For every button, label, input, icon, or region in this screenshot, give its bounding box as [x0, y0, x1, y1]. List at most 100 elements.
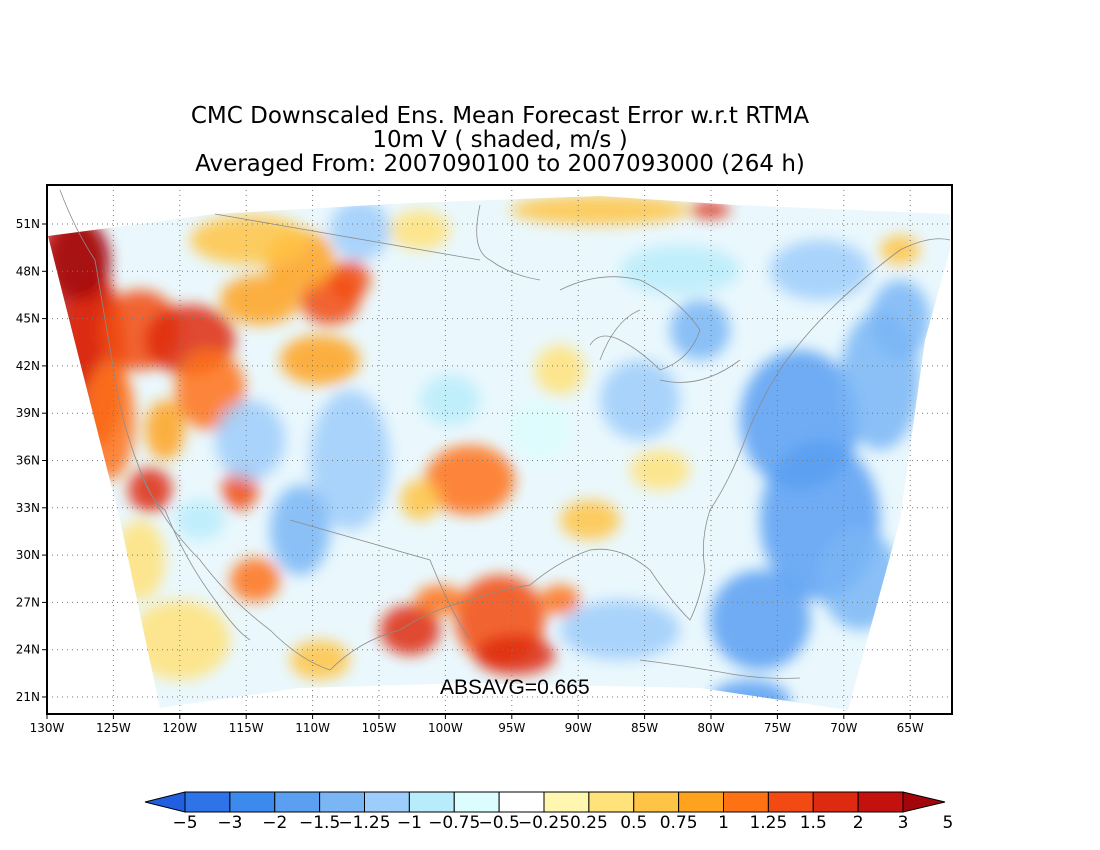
field-shade — [630, 450, 690, 490]
map-subtitle-period: Averaged From: 2007090100 to 2007093000 … — [195, 151, 805, 177]
colorbar-bin — [723, 791, 769, 813]
colorbar-bin — [229, 791, 276, 813]
lat-tick-label: 27N — [16, 595, 40, 609]
lon-tick-label: 90W — [565, 721, 592, 735]
graticule — [47, 185, 952, 714]
colorbar-label: −0.5 — [478, 813, 519, 833]
colorbar-bin — [543, 791, 590, 813]
colorbar-bin — [678, 791, 724, 813]
map-frame — [46, 184, 953, 715]
lon-tick-label: 105W — [362, 721, 397, 735]
field-shade — [510, 400, 570, 460]
colorbar-bin — [184, 791, 231, 813]
lat-tick-label: 30N — [16, 548, 40, 562]
colorbar-label: 3 — [898, 813, 909, 833]
colorbar-label: −3 — [217, 813, 242, 833]
absavg-annotation: ABSAVG=0.665 — [440, 676, 590, 699]
colorbar-bin — [364, 791, 410, 813]
colorbar-label: 0.5 — [620, 813, 647, 833]
field-shade — [415, 585, 465, 615]
lat-tick-label: 21N — [16, 690, 40, 704]
field-shade — [390, 210, 450, 250]
field-shade — [540, 585, 580, 615]
lat-tick-label: 24N — [16, 643, 40, 657]
field-shade — [330, 260, 370, 300]
lat-tick-label: 33N — [16, 501, 40, 515]
colorbar-label: 1 — [718, 813, 729, 833]
lon-tick-label: 80W — [697, 721, 724, 735]
field-shade — [820, 530, 900, 630]
lat-tick-label: 42N — [16, 359, 40, 373]
lon-tick-label: 85W — [631, 721, 658, 735]
lon-tick-label: 130W — [30, 721, 65, 735]
lon-tick-label: 75W — [764, 721, 791, 735]
lon-tick-label: 100W — [428, 721, 463, 735]
field-shade — [280, 335, 360, 385]
colorbar-label: −0.25 — [518, 813, 570, 833]
field-shade — [425, 445, 515, 515]
colorbar-label: 1.25 — [749, 813, 787, 833]
field-shade — [330, 200, 390, 260]
lat-tick-label: 45N — [16, 312, 40, 326]
field-shade — [770, 240, 870, 300]
colorbar-bin — [319, 791, 365, 813]
lon-tick-label: 70W — [830, 721, 857, 735]
lon-tick-label: 65W — [897, 721, 924, 735]
field-shade — [222, 470, 258, 510]
colorbar-label: −5 — [172, 813, 197, 833]
colorbar-label: −2 — [262, 813, 287, 833]
colorbar-bin — [812, 791, 859, 813]
field-shade — [215, 400, 285, 480]
shaded-error-field — [48, 196, 950, 710]
colorbar-label: 0.25 — [570, 813, 608, 833]
colorbar-bin — [408, 791, 455, 813]
coastlines — [59, 189, 951, 679]
field-shade — [510, 196, 690, 225]
colorbar-label: −1.5 — [299, 813, 340, 833]
colorbar-bin — [453, 791, 500, 813]
colorbar-max-arrow — [902, 791, 946, 813]
field-shade — [190, 215, 310, 265]
field-shade — [115, 520, 165, 600]
field-shade — [600, 360, 680, 440]
colorbar-bin — [857, 791, 904, 813]
colorbar-bin — [588, 791, 635, 813]
colorbar-label: 5 — [942, 813, 953, 833]
field-shade — [85, 360, 135, 480]
lon-tick-label: 110W — [295, 721, 330, 735]
colorbar-label: −1.25 — [338, 813, 390, 833]
lat-tick-label: 39N — [16, 406, 40, 420]
colorbar: −5 −3 −2 −1.5−1.25 −1 −0.75−0.5−0.25 0.25 0.5 0.… — [144, 791, 953, 833]
field-shade — [270, 485, 330, 575]
field-shade — [220, 275, 300, 325]
field-shade — [420, 375, 480, 425]
colorbar-bin — [274, 791, 321, 813]
colorbar-label: 0.75 — [660, 813, 698, 833]
lon-tick-label: 125W — [96, 721, 131, 735]
colorbar-label: −1 — [397, 813, 422, 833]
field-shade — [145, 400, 185, 460]
field-shade — [380, 605, 440, 655]
map-title: CMC Downscaled Ens. Mean Forecast Error … — [190, 103, 810, 129]
latitude-axis: 51N 48N 45N 42N 39N 36N 33N 30N 27N 24N 21N — [16, 217, 47, 704]
field-shade — [870, 280, 930, 360]
colorbar-bin — [633, 791, 680, 813]
field-shade — [290, 640, 350, 680]
longitude-axis: 130W 125W 120W 115W 110W 105W 100W 95W 90W 85W 80W… — [30, 714, 924, 735]
colorbar-bin — [767, 791, 814, 813]
field-shade — [50, 220, 110, 300]
field-shade — [128, 468, 172, 512]
field-shade — [535, 345, 585, 395]
lat-tick-label: 48N — [16, 264, 40, 278]
lat-tick-label: 51N — [16, 217, 40, 231]
field-shade — [400, 480, 440, 520]
field-shade — [230, 558, 280, 602]
field-shade — [560, 500, 620, 540]
lat-tick-label: 36N — [16, 454, 40, 468]
colorbar-label: 1.5 — [800, 813, 827, 833]
colorbar-label: 2 — [853, 813, 864, 833]
lon-tick-label: 95W — [498, 721, 525, 735]
field-shade — [620, 245, 740, 295]
lon-tick-label: 120W — [162, 721, 197, 735]
